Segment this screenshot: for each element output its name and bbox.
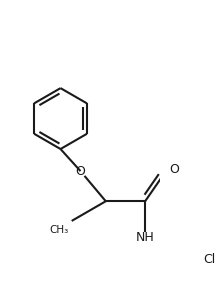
- Text: O: O: [169, 163, 179, 176]
- Text: O: O: [75, 165, 85, 177]
- Text: CH₃: CH₃: [49, 225, 69, 235]
- Text: NH: NH: [136, 231, 155, 244]
- Text: Cl: Cl: [203, 253, 215, 266]
